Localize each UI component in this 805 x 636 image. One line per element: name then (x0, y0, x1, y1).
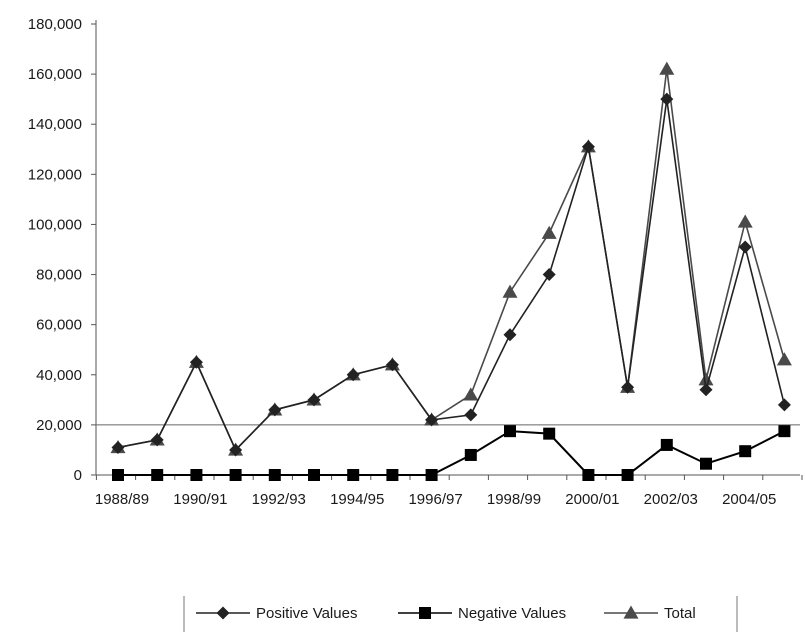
data-point-diamond (660, 92, 674, 106)
y-axis-tick-labels: 0 20,000 40,000 60,000 80,000 100,000 120,000 1… (28, 16, 82, 484)
legend-marker-triangle (623, 605, 639, 619)
legend: Positive Values Negative Values Total (183, 596, 738, 632)
data-point-diamond (699, 383, 713, 397)
data-point-triangle (659, 61, 675, 75)
x-tick-label: 1988/89 (95, 491, 149, 508)
x-tick-label: 1990/91 (173, 491, 227, 508)
data-point-triangle (502, 284, 518, 298)
data-point-square (739, 445, 752, 458)
data-point-diamond (581, 140, 595, 154)
data-point-square (504, 425, 516, 438)
series-triangle (110, 61, 792, 456)
x-axis-tick-labels: 1988/89 1990/91 1992/93 1994/95 1996/97 1998/… (95, 491, 776, 508)
y-tick-label: 0 (74, 467, 82, 484)
data-point-diamond (111, 440, 125, 454)
data-point-triangle (698, 372, 714, 386)
legend-item-diamond: Positive Values (196, 605, 357, 622)
data-point-diamond (464, 408, 478, 422)
series-line (118, 430, 785, 476)
data-point-diamond (150, 433, 164, 447)
data-point-square (425, 469, 438, 481)
y-tick-label: 60,000 (36, 317, 82, 334)
data-point-diamond (346, 368, 360, 382)
data-point-diamond (738, 240, 752, 254)
legend-label: Total (664, 605, 696, 622)
legend-label: Positive Values (256, 605, 357, 622)
data-point-square (190, 469, 203, 481)
y-tick-label: 180,000 (28, 16, 82, 33)
data-point-diamond (542, 268, 556, 282)
data-point-diamond (268, 403, 282, 417)
data-point-square (112, 469, 124, 481)
data-point-triangle (541, 225, 557, 239)
series-line (117, 68, 786, 452)
series-square (112, 425, 791, 481)
data-point-diamond (503, 328, 517, 342)
data-point-square (386, 469, 399, 481)
y-tick-label: 140,000 (28, 116, 82, 133)
data-point-diamond (425, 413, 439, 427)
legend-item-triangle: Total (604, 605, 696, 622)
data-point-diamond (621, 380, 635, 394)
data-point-square (778, 425, 791, 438)
data-point-square (660, 438, 673, 451)
y-tick-label: 120,000 (28, 166, 82, 183)
y-tick-label: 40,000 (36, 367, 82, 384)
x-tick-label: 2002/03 (644, 491, 698, 508)
data-point-square (464, 448, 477, 461)
data-point-square (621, 469, 634, 481)
legend-marker-square (419, 607, 431, 619)
y-tick-label: 100,000 (28, 216, 82, 233)
data-point-diamond (229, 443, 243, 457)
legend-item-square: Negative Values (398, 605, 566, 622)
legend-marker-diamond (216, 606, 230, 620)
data-point-diamond (777, 398, 791, 412)
x-tick-label: 1998/99 (487, 491, 541, 508)
series-layer (110, 61, 792, 481)
x-tick-label: 1992/93 (252, 491, 306, 508)
series-diamond (111, 92, 791, 457)
y-tick-label: 160,000 (28, 66, 82, 83)
data-point-triangle (463, 387, 479, 401)
data-point-diamond (189, 355, 203, 369)
data-point-square (268, 469, 281, 481)
data-point-triangle (737, 214, 753, 228)
x-tick-label: 1994/95 (330, 491, 384, 508)
data-point-square (308, 469, 320, 481)
x-tick-label: 2000/01 (565, 491, 619, 508)
data-point-diamond (307, 393, 321, 407)
y-tick-label: 80,000 (36, 267, 82, 284)
data-point-square (700, 457, 712, 470)
x-tick-label: 2004/05 (722, 491, 776, 508)
data-point-square (543, 427, 556, 440)
series-line (117, 99, 786, 452)
data-point-square (582, 469, 595, 481)
data-point-square (151, 469, 164, 481)
data-point-triangle (776, 352, 792, 366)
data-point-square (229, 469, 242, 481)
data-point-diamond (385, 358, 399, 372)
y-tick-label: 20,000 (36, 417, 82, 434)
data-point-square (347, 469, 360, 481)
legend-label: Negative Values (458, 605, 566, 622)
x-tick-label: 1996/97 (408, 491, 462, 508)
